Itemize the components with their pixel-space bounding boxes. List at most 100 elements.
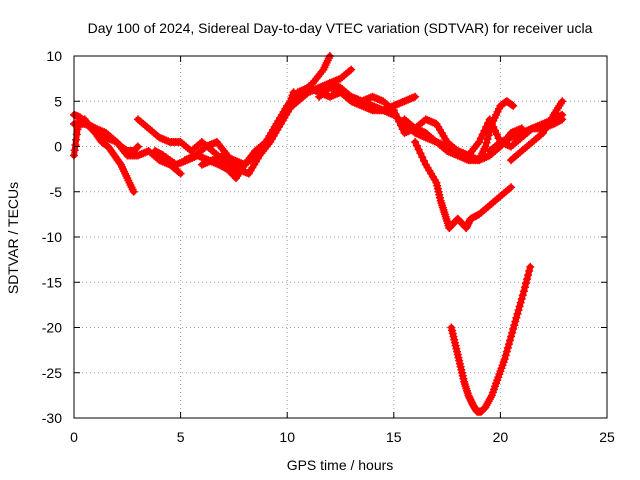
data-point bbox=[450, 150, 459, 159]
data-point bbox=[503, 343, 512, 352]
data-point bbox=[354, 95, 363, 104]
data-point bbox=[459, 153, 468, 162]
data-point bbox=[375, 95, 384, 104]
data-point bbox=[241, 168, 250, 177]
data-point bbox=[451, 150, 460, 159]
data-point bbox=[229, 156, 238, 165]
data-point bbox=[526, 125, 535, 134]
data-point bbox=[155, 156, 164, 165]
data-point bbox=[411, 92, 420, 101]
data-point bbox=[133, 151, 142, 160]
data-point bbox=[513, 309, 522, 318]
data-point bbox=[325, 92, 334, 101]
y-tick-label: -30 bbox=[42, 410, 62, 426]
axis-ticks: 0 5 10 15 20 25 -30 -25 -20 -15 -10 -5 0 5 10 bbox=[42, 48, 615, 445]
data-point bbox=[501, 135, 510, 144]
data-point bbox=[416, 126, 425, 135]
data-point bbox=[517, 294, 526, 303]
data-point bbox=[300, 85, 309, 94]
data-point bbox=[139, 149, 148, 158]
y-tick-label: 10 bbox=[46, 48, 62, 64]
data-point bbox=[208, 156, 217, 165]
data-point bbox=[137, 150, 146, 159]
data-point bbox=[486, 123, 495, 132]
data-point bbox=[84, 121, 93, 130]
data-point bbox=[129, 187, 138, 196]
data-point bbox=[164, 137, 173, 146]
data-point bbox=[482, 138, 491, 147]
data-point bbox=[404, 127, 413, 136]
data-point bbox=[320, 81, 329, 90]
data-point bbox=[502, 347, 511, 356]
data-point bbox=[222, 153, 231, 162]
data-point bbox=[400, 128, 409, 137]
data-point bbox=[176, 169, 185, 178]
data-point bbox=[308, 85, 317, 94]
data-point bbox=[508, 101, 517, 110]
data-point bbox=[172, 160, 181, 169]
data-point bbox=[293, 88, 302, 97]
data-point bbox=[393, 100, 402, 109]
data-series bbox=[70, 52, 567, 416]
data-point bbox=[98, 127, 107, 136]
data-point bbox=[418, 127, 427, 136]
series-track-15 bbox=[447, 262, 535, 416]
data-point bbox=[85, 122, 94, 131]
data-point bbox=[184, 154, 193, 163]
x-tick-label: 0 bbox=[70, 429, 78, 445]
data-point bbox=[82, 120, 91, 129]
data-point bbox=[395, 117, 404, 126]
data-point bbox=[207, 140, 216, 149]
data-point bbox=[524, 271, 533, 280]
data-point bbox=[523, 126, 532, 135]
data-point bbox=[389, 106, 398, 115]
data-point bbox=[174, 159, 183, 168]
data-point bbox=[443, 147, 452, 156]
data-point bbox=[347, 92, 356, 101]
data-point bbox=[507, 183, 516, 192]
chart-title: Day 100 of 2024, Sidereal Day-to-day VTE… bbox=[88, 20, 593, 36]
data-point bbox=[525, 266, 534, 275]
data-point bbox=[309, 85, 318, 94]
y-tick-label: -25 bbox=[42, 365, 62, 381]
data-point bbox=[416, 149, 425, 158]
data-point bbox=[427, 117, 436, 126]
data-point bbox=[235, 158, 244, 167]
data-point bbox=[311, 86, 320, 95]
data-point bbox=[345, 67, 354, 76]
data-point bbox=[158, 134, 167, 143]
data-point bbox=[407, 94, 416, 103]
data-point bbox=[523, 275, 532, 284]
x-axis-label: GPS time / hours bbox=[287, 457, 394, 473]
data-point bbox=[299, 85, 308, 94]
data-point bbox=[400, 97, 409, 106]
data-point bbox=[510, 131, 519, 140]
data-point bbox=[505, 184, 514, 193]
data-point bbox=[182, 155, 191, 164]
y-tick-label: -15 bbox=[42, 274, 62, 290]
data-point bbox=[175, 159, 184, 168]
data-point bbox=[174, 168, 183, 177]
data-point bbox=[505, 141, 514, 150]
y-tick-label: -10 bbox=[42, 229, 62, 245]
data-point bbox=[228, 155, 237, 164]
data-point bbox=[187, 153, 196, 162]
data-point bbox=[509, 325, 518, 334]
data-point bbox=[520, 283, 529, 292]
data-point bbox=[162, 136, 171, 145]
data-point bbox=[388, 104, 397, 113]
data-point bbox=[396, 121, 405, 130]
data-point bbox=[203, 158, 212, 167]
data-point bbox=[332, 82, 341, 91]
data-point bbox=[384, 108, 393, 117]
data-point bbox=[485, 127, 494, 136]
data-point bbox=[504, 340, 513, 349]
data-point bbox=[412, 125, 421, 134]
data-point bbox=[391, 110, 400, 119]
data-point bbox=[203, 141, 212, 150]
data-point bbox=[457, 153, 466, 162]
data-point bbox=[511, 317, 520, 326]
data-point bbox=[87, 122, 96, 131]
data-point bbox=[421, 115, 430, 124]
